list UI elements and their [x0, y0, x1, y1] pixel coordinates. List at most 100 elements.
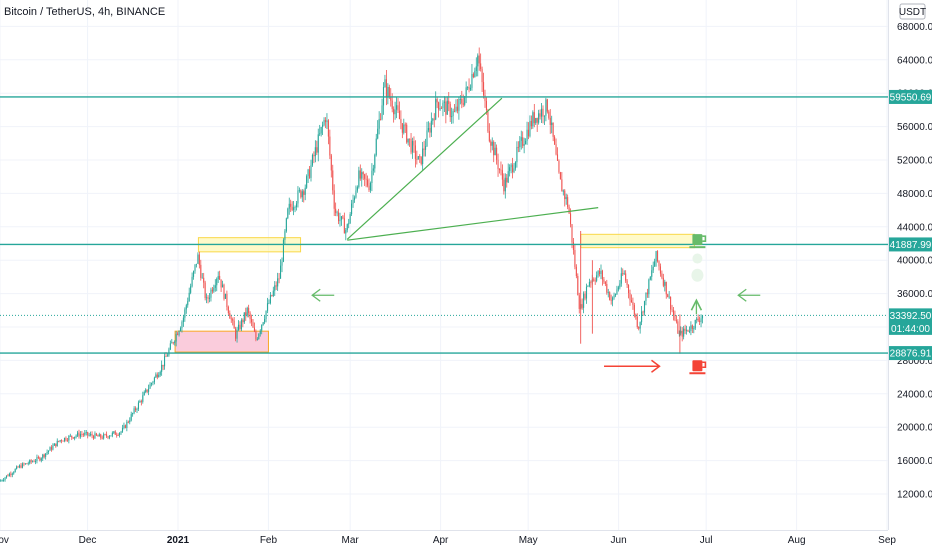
last-price-tag-bg	[889, 308, 932, 323]
candle-body	[438, 102, 440, 110]
candle-body	[126, 421, 128, 428]
candle-body	[377, 128, 379, 139]
candle-body	[84, 432, 86, 435]
candle-body	[114, 431, 116, 435]
currency-badge[interactable]	[899, 3, 926, 20]
candle-body	[436, 99, 438, 103]
candle-body	[185, 305, 187, 310]
candle-body	[188, 292, 190, 302]
horizontal-levels[interactable]	[0, 96, 888, 354]
candle-body	[193, 271, 195, 277]
candle-body	[646, 292, 648, 295]
candle-body	[107, 436, 109, 438]
candle-body	[369, 183, 371, 191]
red-arrow-right	[604, 359, 661, 373]
level-price-tag-bg	[889, 89, 932, 104]
time-tick-label: Feb	[260, 535, 278, 546]
candle-body	[509, 167, 511, 172]
candle-body	[74, 436, 76, 439]
candle-body	[235, 328, 237, 339]
candle-body	[500, 169, 502, 171]
candle-body	[406, 124, 408, 143]
candle-body	[626, 280, 628, 286]
candle-body	[604, 281, 606, 284]
candle-body	[113, 431, 115, 433]
candle-body	[23, 463, 25, 465]
candle-body	[417, 156, 419, 160]
candle-body	[443, 101, 445, 103]
candle-body	[5, 475, 8, 478]
candle-body	[77, 432, 79, 436]
candle-body	[549, 117, 551, 125]
candle-body	[501, 170, 503, 180]
candle-body	[139, 401, 141, 403]
level-price-tag-bg	[889, 237, 932, 252]
candle-body	[195, 263, 197, 265]
candle-body	[648, 279, 650, 295]
candle-body	[91, 434, 93, 437]
candle-body	[120, 431, 122, 433]
candle-body	[287, 208, 289, 219]
candle-body	[336, 212, 338, 214]
candle-body	[581, 304, 583, 308]
candle-body	[219, 276, 221, 280]
candle-body	[516, 146, 518, 163]
candle-body	[87, 431, 89, 436]
candle-body	[150, 383, 153, 385]
time-tick-label: Jul	[700, 535, 713, 546]
candle-body	[432, 118, 434, 121]
candle-body	[565, 197, 567, 200]
candle-body	[411, 141, 414, 153]
price-tick-label: 48000.00	[897, 189, 932, 200]
candle-body	[597, 270, 599, 276]
candle-body	[651, 270, 653, 277]
candle-body	[693, 328, 695, 330]
candle-body	[103, 434, 105, 439]
time-axis[interactable]: Nov Dec 2021 Feb Mar Apr May Jun Jul Aug Sep	[0, 535, 896, 546]
candle-body	[261, 324, 263, 331]
candle-body	[280, 265, 282, 279]
candle-body	[665, 281, 667, 295]
candle-body	[623, 273, 625, 275]
candle-body	[329, 136, 331, 156]
candle-body	[307, 169, 309, 177]
candle-body	[449, 103, 451, 118]
trendline	[346, 97, 503, 240]
candle-body	[10, 473, 12, 475]
candle-body	[701, 315, 704, 319]
candle-body	[158, 374, 160, 378]
candle-body	[527, 129, 530, 137]
candle-body	[413, 141, 415, 146]
candle-body	[475, 66, 477, 71]
candle-body	[519, 140, 521, 148]
candle-body	[657, 251, 659, 262]
candle-body	[491, 141, 493, 146]
candle-body	[364, 174, 366, 179]
candle-body	[137, 402, 139, 410]
candle-body	[617, 287, 619, 290]
candle-body	[607, 292, 609, 294]
candle-body	[619, 283, 621, 288]
candle-body	[142, 395, 144, 402]
candle-body	[352, 199, 354, 204]
candle-body	[256, 338, 258, 340]
candle-body	[346, 224, 348, 231]
candle-body	[649, 276, 651, 280]
candle-body	[512, 164, 514, 173]
candle-body	[668, 296, 670, 298]
candle-body	[420, 156, 422, 164]
price-tick-label: 16000.00	[897, 456, 932, 467]
candle-body	[130, 414, 132, 421]
candle-body	[628, 285, 630, 294]
candle-body	[635, 314, 637, 317]
candle-body	[671, 309, 673, 311]
candle-body	[132, 413, 134, 415]
candle-body	[100, 434, 102, 438]
candle-body	[452, 110, 454, 117]
candle-body	[536, 117, 538, 123]
candle-body	[588, 281, 590, 286]
price-tick-label: 52000.00	[897, 156, 932, 167]
candle-body	[564, 190, 566, 200]
candle-body	[497, 159, 499, 170]
